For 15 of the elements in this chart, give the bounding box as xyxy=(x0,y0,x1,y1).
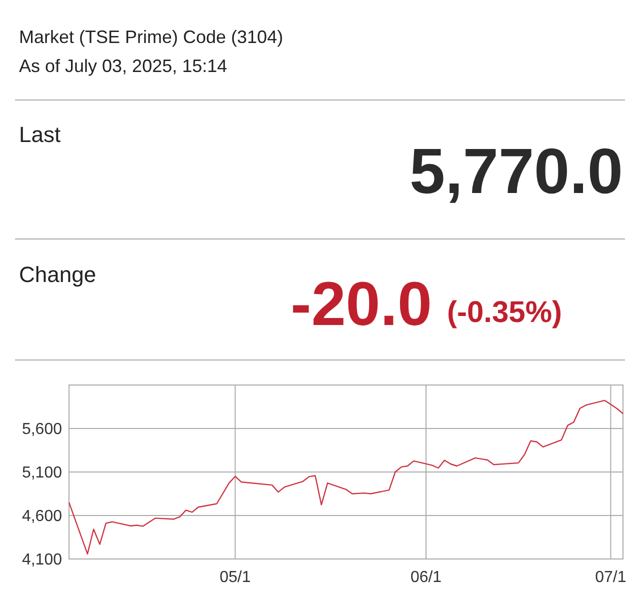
text: Last xyxy=(19,122,61,147)
y-tick-label: 4,100 xyxy=(22,552,62,569)
x-tick-label: 07/1 xyxy=(595,569,626,586)
chart-title: Market (TSE Prime) Code (3104) xyxy=(19,27,284,47)
x-tick-label: 05/1 xyxy=(220,569,251,586)
text: Change xyxy=(19,262,96,287)
y-tick-label: 5,100 xyxy=(22,464,62,482)
x-tick-label: 06/1 xyxy=(410,569,442,586)
y-tick-label: 4,600 xyxy=(22,508,62,526)
y-tick-label: 5,600 xyxy=(22,421,62,438)
chart-subtitle: As of July 03, 2025, 15:14 xyxy=(19,56,228,76)
line-series xyxy=(68,400,624,555)
text: 5,770.0 xyxy=(409,135,623,207)
text: -20.0 xyxy=(290,270,432,339)
text: (-0.35%) xyxy=(447,296,562,329)
